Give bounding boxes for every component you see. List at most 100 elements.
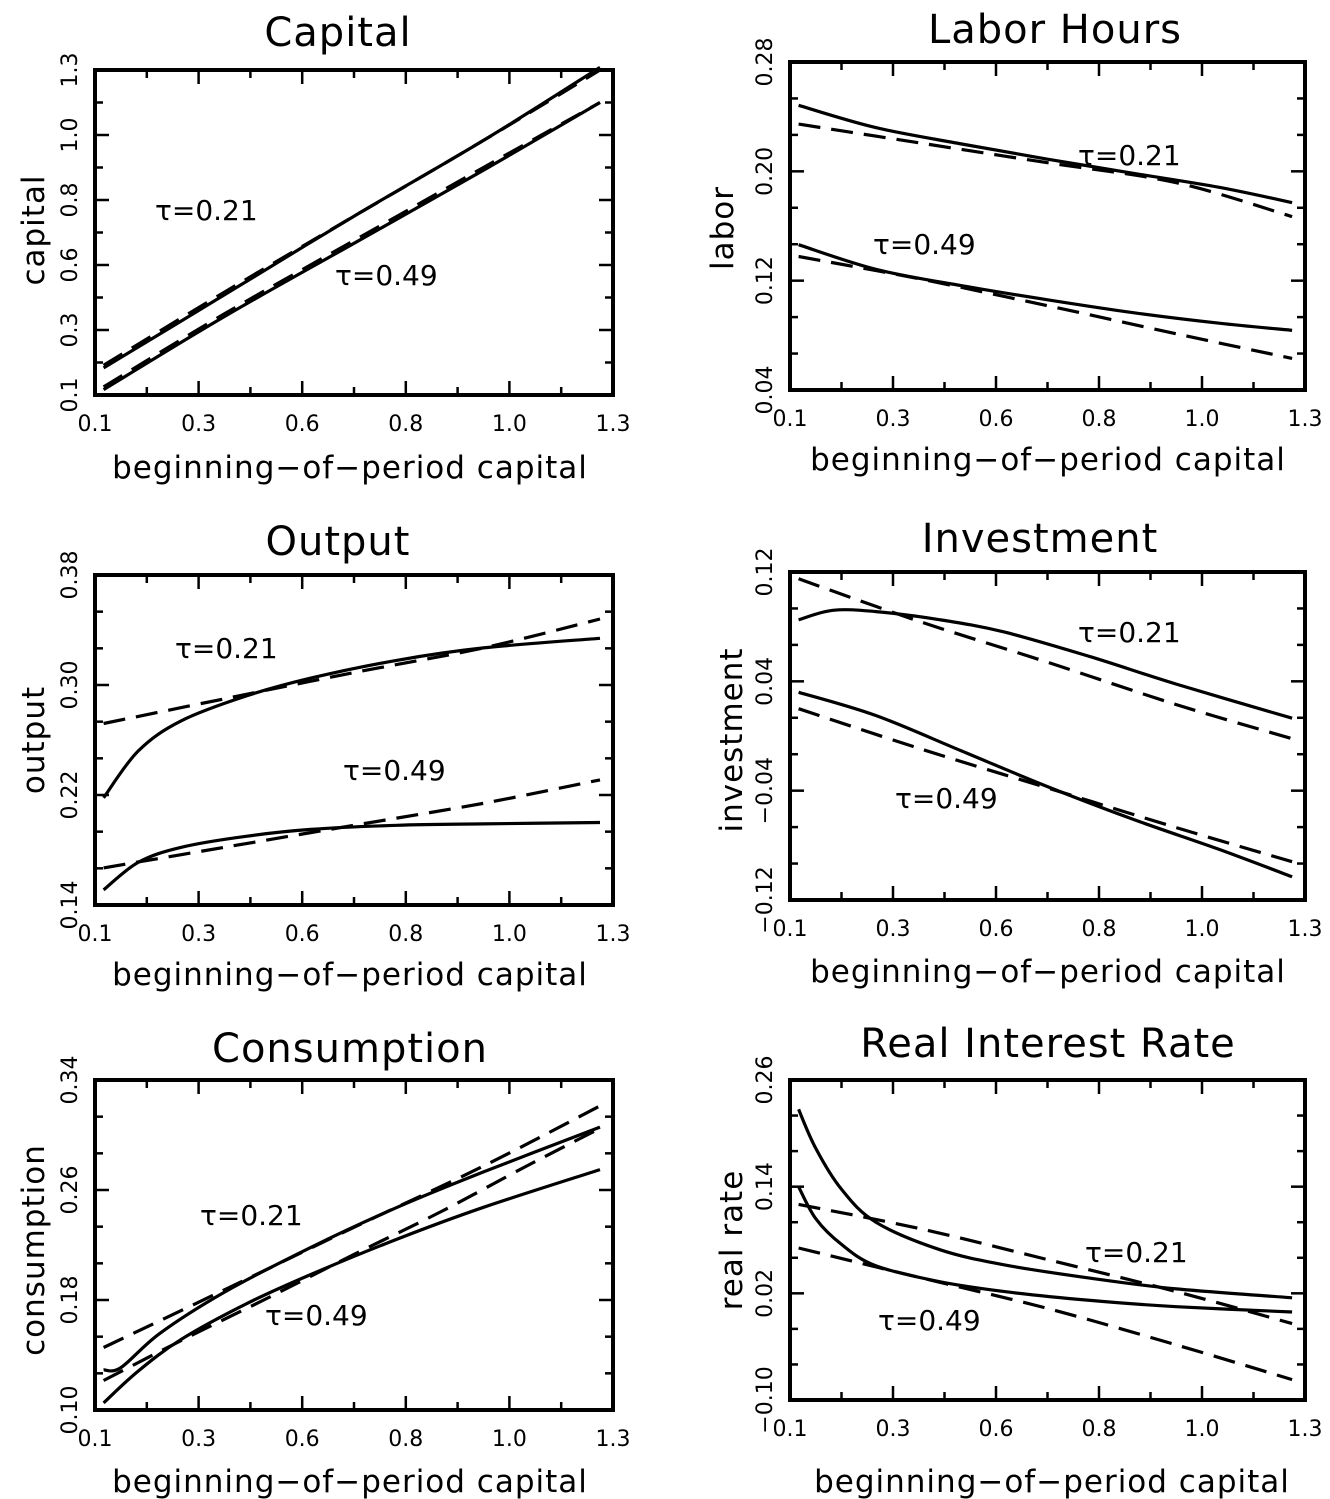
- y-tick-label: 0.04: [753, 366, 778, 415]
- y-tick-label: 0.20: [753, 147, 778, 196]
- y-tick-label: 0.04: [753, 657, 778, 706]
- y-tick-label: 0.28: [753, 38, 778, 87]
- y-tick-label: 0.10: [58, 1386, 83, 1435]
- y-tick-label: 0.12: [753, 256, 778, 305]
- chart-title: Real Interest Rate: [860, 1021, 1236, 1067]
- x-tick-label: 0.3: [181, 1427, 216, 1452]
- x-tick-label: 1.0: [1185, 407, 1220, 432]
- tau-label-0.21: τ=0.21: [175, 632, 278, 665]
- x-tick-label: 1.3: [1288, 407, 1323, 432]
- series-line-solid-2: [102, 820, 601, 892]
- x-tick-label: 1.3: [1288, 1417, 1323, 1442]
- series-line-solid-0: [102, 65, 601, 370]
- y-tick-label: −0.04: [753, 757, 778, 824]
- series-line-solid-2: [102, 1168, 601, 1405]
- x-axis-label: beginning−of−period capital: [112, 450, 588, 486]
- x-tick-label: 1.0: [1185, 917, 1220, 942]
- plot-frame: [93, 1078, 615, 1412]
- series-line-solid-2: [102, 101, 601, 391]
- plot-frame: [788, 60, 1307, 392]
- y-axis-label: capital: [16, 174, 52, 285]
- series-line-dashed-3: [798, 1246, 1293, 1382]
- y-tick-label: 0.26: [58, 1166, 83, 1215]
- y-tick-label: 0.6: [58, 248, 83, 283]
- x-tick-label: 0.3: [181, 412, 216, 437]
- x-tick-label: 0.1: [773, 917, 808, 942]
- x-tick-label: 0.6: [979, 1417, 1014, 1442]
- x-tick-label: 0.1: [78, 922, 113, 947]
- tau-label-0.21: τ=0.21: [155, 194, 258, 227]
- y-tick-label: 0.1: [58, 378, 83, 413]
- x-axis-label: beginning−of−period capital: [810, 442, 1286, 478]
- x-axis-label: beginning−of−period capital: [112, 957, 588, 993]
- y-tick-label: 0.30: [58, 661, 83, 710]
- x-tick-label: 0.3: [876, 407, 911, 432]
- tau-label-0.49: τ=0.49: [343, 754, 446, 787]
- y-axis-label: labor: [705, 186, 741, 270]
- x-tick-label: 0.3: [876, 1417, 911, 1442]
- x-tick-label: 1.3: [1288, 917, 1323, 942]
- panel-consumption: Consumption beginning−of−period capital …: [16, 1026, 631, 1499]
- y-tick-label: −0.10: [753, 1366, 778, 1433]
- y-tick-label: 0.38: [58, 551, 83, 600]
- y-tick-label: 0.14: [753, 1162, 778, 1211]
- y-tick-label: 0.34: [58, 1056, 83, 1105]
- y-tick-label: 0.18: [58, 1276, 83, 1325]
- tau-label-0.49: τ=0.49: [878, 1304, 981, 1337]
- plot-frame: [788, 1078, 1307, 1402]
- series-line-dashed-1: [798, 1202, 1293, 1326]
- series-line-dashed-1: [102, 1104, 601, 1349]
- series-line-solid-2: [797, 1185, 1293, 1314]
- y-tick-label: 0.22: [58, 771, 83, 820]
- x-tick-label: 1.0: [1185, 1417, 1220, 1442]
- panel-investment: Investment beginning−of−period capital i…: [714, 516, 1323, 990]
- series-line-solid-0: [102, 636, 601, 799]
- y-tick-label: 0.14: [58, 881, 83, 930]
- series-line-dashed-3: [798, 707, 1293, 864]
- y-axis-label: real rate: [714, 1170, 750, 1311]
- chart-title: Consumption: [212, 1026, 488, 1072]
- x-tick-label: 0.8: [1082, 917, 1117, 942]
- chart-title: Output: [266, 519, 411, 565]
- y-axis-label: output: [16, 686, 52, 794]
- y-tick-label: 0.3: [58, 313, 83, 348]
- series-line-solid-0: [797, 1108, 1293, 1300]
- x-tick-label: 0.6: [979, 407, 1014, 432]
- series-line-dashed-3: [102, 101, 601, 389]
- y-tick-label: 0.26: [753, 1056, 778, 1105]
- panel-real-interest-rate: Real Interest Rate beginning−of−period c…: [714, 1021, 1323, 1499]
- x-tick-label: 0.6: [979, 917, 1014, 942]
- y-axis-label: investment: [714, 647, 750, 832]
- x-axis-label: beginning−of−period capital: [810, 954, 1286, 990]
- x-tick-label: 0.8: [1082, 1417, 1117, 1442]
- x-tick-label: 1.3: [596, 412, 631, 437]
- panel-capital: Capital beginning−of−period capital capi…: [16, 10, 631, 486]
- tau-label-0.49: τ=0.49: [873, 228, 976, 261]
- tau-label-0.21: τ=0.21: [1078, 616, 1181, 649]
- tau-label-0.49: τ=0.49: [265, 1299, 368, 1332]
- y-axis-label: consumption: [16, 1144, 52, 1356]
- series-line-dashed-1: [798, 577, 1293, 741]
- tau-label-0.21: τ=0.21: [200, 1199, 303, 1232]
- x-tick-label: 1.0: [492, 922, 527, 947]
- x-tick-label: 0.6: [285, 922, 320, 947]
- series-line-solid-0: [798, 103, 1293, 205]
- x-tick-label: 0.6: [285, 412, 320, 437]
- x-axis-label: beginning−of−period capital: [112, 1464, 588, 1499]
- x-tick-label: 0.8: [1082, 407, 1117, 432]
- x-tick-label: 0.8: [388, 1427, 423, 1452]
- y-tick-label: 1.3: [58, 53, 83, 88]
- x-tick-label: 0.1: [78, 412, 113, 437]
- series-line-dashed-3: [102, 1126, 601, 1382]
- y-tick-label: 0.02: [753, 1269, 778, 1318]
- tau-label-0.49: τ=0.49: [895, 782, 998, 815]
- plot-frame: [788, 570, 1307, 902]
- x-tick-label: 0.1: [773, 407, 808, 432]
- x-tick-label: 0.8: [388, 922, 423, 947]
- tau-label-0.49: τ=0.49: [335, 259, 438, 292]
- x-tick-label: 0.6: [285, 1427, 320, 1452]
- x-tick-label: 0.1: [773, 1417, 808, 1442]
- x-tick-label: 0.3: [876, 917, 911, 942]
- y-tick-label: 1.0: [58, 118, 83, 153]
